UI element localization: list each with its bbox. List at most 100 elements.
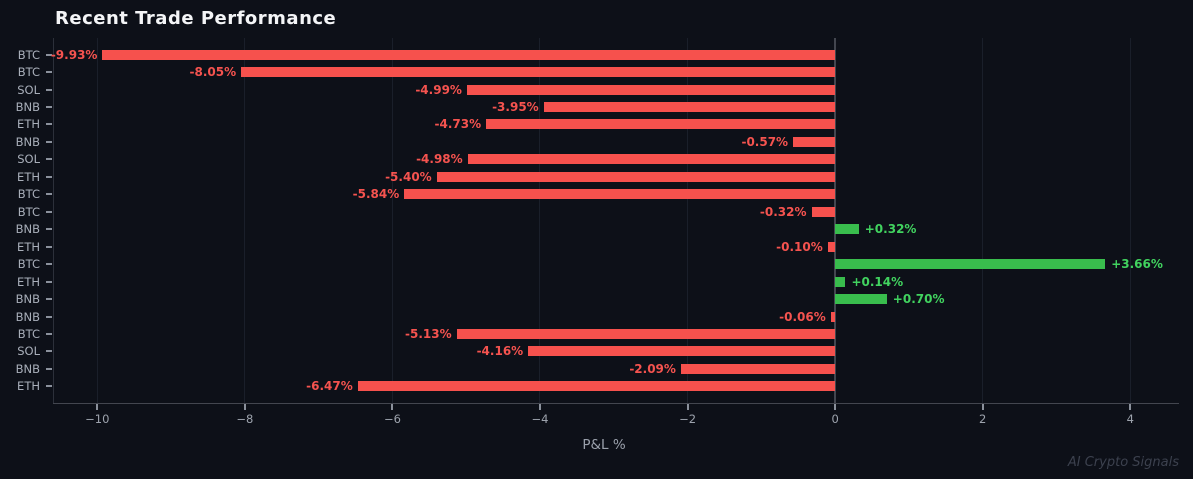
bar [811,206,836,217]
bar-value-label: -2.09% [629,361,676,376]
bar [835,259,1106,270]
gridline [1129,38,1131,403]
x-tick [1129,404,1132,410]
y-axis-label: BNB [15,134,40,149]
x-tick [981,404,984,410]
x-tick [834,404,837,410]
bar [466,84,836,95]
y-axis-label: BTC [17,257,40,272]
y-axis-label: BNB [15,222,40,237]
bar-value-label: -4.16% [476,344,524,359]
y-axis-label: ETH [17,379,40,394]
gridline [982,38,984,403]
bar-value-label: -0.06% [779,309,826,324]
y-axis-line [53,38,54,403]
y-tick [46,158,52,161]
bar [827,241,836,252]
bar-value-label: -5.40% [385,169,432,184]
y-tick [46,245,52,248]
gridline [96,38,98,403]
y-axis-label: SOL [17,344,40,359]
bar-value-label: -0.32% [759,204,807,219]
bar [680,363,836,374]
y-tick [46,88,52,91]
y-axis-label: BNB [15,292,40,307]
bar [793,136,836,147]
bar [835,224,859,235]
zero-line [834,38,837,403]
bar [456,329,836,340]
y-tick [46,280,52,283]
y-axis-label: SOL [17,152,40,167]
y-tick [46,315,52,318]
bar [543,101,836,112]
x-tick [96,404,99,410]
gridline [539,38,541,403]
y-axis-label: BTC [17,327,40,342]
bar-value-label: +0.70% [892,292,945,307]
y-tick [46,350,52,353]
bar [528,346,836,357]
y-tick [46,228,52,231]
bar [835,276,846,287]
x-tick [686,404,689,410]
y-axis-label: BNB [15,309,40,324]
y-axis-label: BNB [15,361,40,376]
bar [486,119,836,130]
y-axis-label: BTC [17,204,40,219]
y-axis-label: BTC [17,47,40,62]
x-tick-label: −2 [679,412,697,426]
y-axis-label: BTC [17,187,40,202]
bar-value-label: +0.32% [864,222,917,237]
x-tick [391,404,394,410]
x-tick-label: −4 [531,412,549,426]
bar [357,381,836,392]
bar [241,67,836,78]
x-tick-label: 2 [979,412,987,426]
y-axis-label: BTC [17,65,40,80]
bar-value-label: +0.14% [851,274,904,289]
y-tick [46,193,52,196]
x-tick-label: −6 [383,412,401,426]
bar [830,311,836,322]
bar-value-label: -9.93% [50,47,98,62]
y-tick [46,367,52,370]
y-axis-label: ETH [17,274,40,289]
x-tick [243,404,246,410]
gridline [244,38,246,403]
x-axis-line [53,403,1179,404]
y-tick [46,140,52,143]
y-tick [46,385,52,388]
y-tick [46,210,52,213]
x-tick-label: 0 [831,412,839,426]
x-tick-label: −10 [85,412,110,426]
bar [835,294,887,305]
bar-value-label: -5.13% [405,327,452,342]
y-axis-label: ETH [17,169,40,184]
bar-value-label: -3.95% [492,99,539,114]
bar [467,154,836,165]
y-tick [46,333,52,336]
y-tick [46,53,52,56]
bar [404,189,836,200]
x-tick [538,404,541,410]
x-axis-title: P&L % [582,437,626,453]
bar-value-label: -4.73% [434,117,482,132]
chart-title: Recent Trade Performance [55,8,337,29]
bar-value-label: -6.47% [306,379,353,394]
y-axis-label: ETH [17,239,40,254]
y-axis-label: ETH [17,117,40,132]
x-tick-label: −8 [236,412,254,426]
gridline [687,38,689,403]
y-tick [46,123,52,126]
y-tick [46,105,52,108]
bar-value-label: -4.98% [416,152,463,167]
bar-value-label: -4.99% [415,82,462,97]
watermark: AI Crypto Signals [1067,455,1179,470]
y-tick [46,175,52,178]
bar-value-label: -5.84% [352,187,400,202]
y-tick [46,298,52,301]
y-axis-label: SOL [17,82,40,97]
bar [436,171,836,182]
